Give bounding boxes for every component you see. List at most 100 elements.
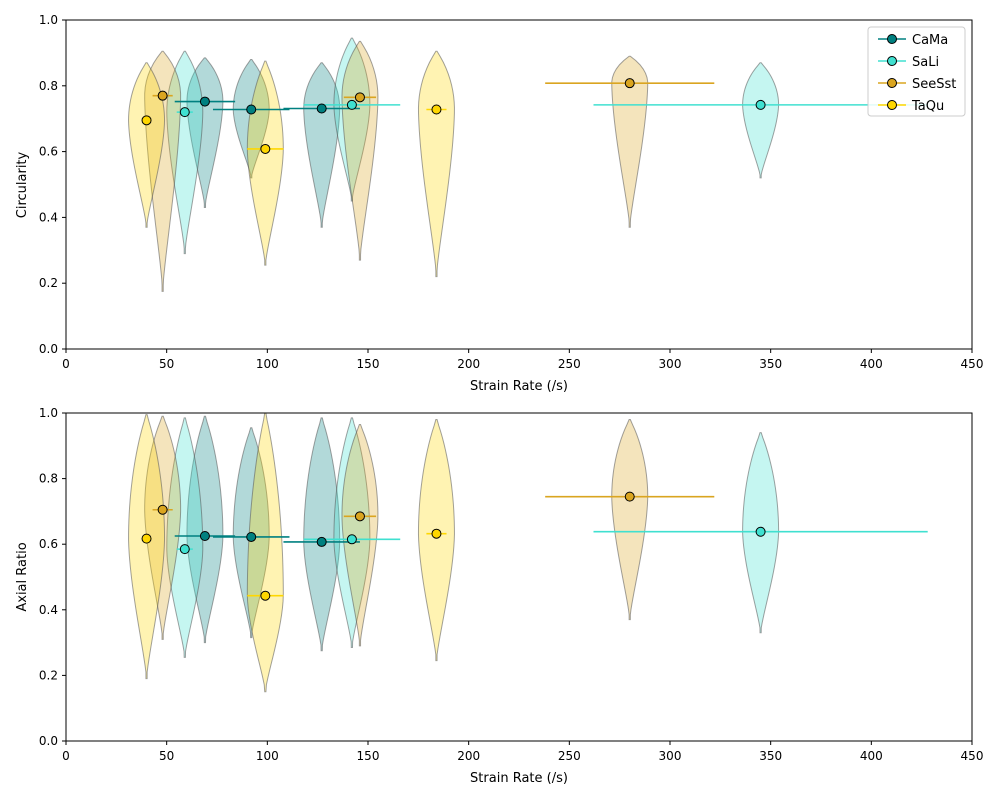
legend-marker-seesst xyxy=(887,78,897,88)
circularity-violin-cama-0 xyxy=(186,57,224,209)
legend-box xyxy=(867,26,966,117)
circularity-y-tick-label-0.2: 0.2 xyxy=(39,276,58,290)
legend-label-sali: SaLi xyxy=(912,55,939,70)
circularity-y-tick-label-0.4: 0.4 xyxy=(39,210,58,224)
axial-ratio-x-tick-label-400: 400 xyxy=(860,749,883,763)
axial-ratio-x-tick-label-450: 450 xyxy=(961,749,984,763)
circularity-y-tick-label-0.6: 0.6 xyxy=(39,145,58,159)
axial-ratio-point-taqu-2 xyxy=(431,528,442,539)
axial-ratio-violin-sali-0 xyxy=(166,417,204,658)
circularity-point-sali-1 xyxy=(346,99,357,110)
legend-entry-taqu: TaQu xyxy=(878,99,944,114)
axial-ratio-point-seesst-1 xyxy=(354,511,365,522)
axial-ratio-point-taqu-0 xyxy=(141,533,152,544)
axial-ratio-violin-sali-1 xyxy=(333,417,371,649)
circularity-y-tick-label-1.0: 1.0 xyxy=(39,13,58,27)
legend-entry-sali: SaLi xyxy=(878,55,939,70)
axial-ratio-x-tick-label-300: 300 xyxy=(659,749,682,763)
circularity-point-cama-1 xyxy=(246,104,257,115)
axial-ratio-y-tick-label-1.0: 1.0 xyxy=(39,406,58,420)
circularity-x-axis-label: Strain Rate (/s) xyxy=(470,379,568,394)
circularity-violin-seesst-0 xyxy=(144,50,182,292)
legend: CaMa SaLi SeeSst TaQu xyxy=(867,26,966,117)
axial-ratio-violin-seesst-0 xyxy=(144,415,182,640)
axial-ratio-plot: 0 50 100 150 200 250 300 350 400 450 0.0 0.2 0.4 0.6… xyxy=(15,406,983,786)
circularity-point-cama-0 xyxy=(199,96,210,107)
axial-ratio-violin-seesst-1 xyxy=(341,423,379,647)
circularity-point-taqu-1 xyxy=(260,143,271,154)
circularity-violin-taqu-2 xyxy=(417,50,455,278)
circularity-x-tick-label-400: 400 xyxy=(860,357,883,371)
circularity-markers xyxy=(141,78,766,154)
circularity-point-taqu-2 xyxy=(431,104,442,115)
axial-ratio-point-sali-1 xyxy=(346,534,357,545)
circularity-point-seesst-1 xyxy=(354,92,365,103)
axial-ratio-y-tick-label-0.0: 0.0 xyxy=(39,734,58,748)
axial-ratio-y-tick-label-0.4: 0.4 xyxy=(39,603,58,617)
legend-entry-cama: CaMa xyxy=(878,33,948,48)
axial-ratio-point-seesst-2 xyxy=(624,491,635,502)
circularity-x-tick-label-50: 50 xyxy=(159,357,174,371)
circularity-violin-taqu-0 xyxy=(128,62,166,228)
circularity-point-cama-2 xyxy=(316,103,327,114)
axial-ratio-violins xyxy=(128,412,780,693)
axial-ratio-point-sali-2 xyxy=(755,526,766,537)
circularity-violin-cama-2 xyxy=(303,62,341,228)
axial-ratio-x-tick-label-0: 0 xyxy=(62,749,70,763)
axial-ratio-violin-cama-0 xyxy=(186,415,224,644)
axial-ratio-violin-taqu-2 xyxy=(417,419,455,662)
circularity-y-ticks: 0.0 0.2 0.4 0.6 0.8 1.0 xyxy=(39,13,66,356)
axial-ratio-point-cama-1 xyxy=(246,531,257,542)
axial-ratio-markers xyxy=(141,491,766,601)
circularity-x-tick-label-200: 200 xyxy=(457,357,480,371)
axial-ratio-violin-seesst-2 xyxy=(611,419,649,621)
circularity-x-tick-label-150: 150 xyxy=(357,357,380,371)
legend-entry-seesst: SeeSst xyxy=(878,77,956,92)
legend-marker-taqu xyxy=(887,100,897,110)
legend-label-taqu: TaQu xyxy=(911,99,944,114)
circularity-point-sali-0 xyxy=(179,107,190,118)
circularity-plot: 0 50 100 150 200 250 300 350 400 450 0.0 0.2 0.4 0.6… xyxy=(15,13,983,394)
circularity-point-taqu-0 xyxy=(141,115,152,126)
axial-ratio-y-tick-label-0.8: 0.8 xyxy=(39,472,58,486)
axial-ratio-x-tick-label-50: 50 xyxy=(159,749,174,763)
axial-ratio-x-axis-label: Strain Rate (/s) xyxy=(470,771,568,786)
circularity-x-tick-label-100: 100 xyxy=(256,357,279,371)
circularity-x-tick-label-250: 250 xyxy=(558,357,581,371)
circularity-point-seesst-2 xyxy=(624,78,635,89)
circularity-x-tick-label-0: 0 xyxy=(62,357,70,371)
axial-ratio-point-taqu-1 xyxy=(260,590,271,601)
axial-ratio-x-ticks: 0 50 100 150 200 250 300 350 400 450 xyxy=(62,741,983,763)
circularity-x-tick-label-350: 350 xyxy=(759,357,782,371)
axial-ratio-y-tick-label-0.2: 0.2 xyxy=(39,668,58,682)
axial-ratio-plot-frame xyxy=(65,412,973,742)
circularity-violin-taqu-1 xyxy=(246,60,284,266)
circularity-x-tick-label-450: 450 xyxy=(961,357,984,371)
circularity-x-tick-label-300: 300 xyxy=(659,357,682,371)
legend-label-seesst: SeeSst xyxy=(912,77,956,92)
axial-ratio-point-cama-0 xyxy=(199,531,210,541)
circularity-y-tick-label-0.8: 0.8 xyxy=(39,79,58,93)
axial-ratio-x-tick-label-250: 250 xyxy=(558,749,581,763)
circularity-point-sali-2 xyxy=(755,99,766,110)
axial-ratio-x-tick-label-350: 350 xyxy=(759,749,782,763)
axial-ratio-x-tick-label-200: 200 xyxy=(457,749,480,763)
axial-ratio-point-cama-2 xyxy=(316,536,327,547)
circularity-x-ticks: 0 50 100 150 200 250 300 350 400 450 xyxy=(62,349,983,371)
axial-ratio-x-tick-label-100: 100 xyxy=(256,749,279,763)
legend-marker-cama xyxy=(887,34,897,44)
circularity-plot-frame xyxy=(65,19,973,350)
legend-label-cama: CaMa xyxy=(912,33,948,48)
axial-ratio-point-sali-0 xyxy=(179,544,190,555)
axial-ratio-y-axis-label: Axial Ratio xyxy=(15,542,30,611)
circularity-violin-seesst-1 xyxy=(341,40,379,261)
circularity-violin-sali-2 xyxy=(742,62,780,179)
axial-ratio-point-seesst-0 xyxy=(157,504,168,515)
circularity-y-tick-label-0.0: 0.0 xyxy=(39,342,58,356)
circularity-violin-seesst-2 xyxy=(611,55,649,228)
axial-ratio-violin-cama-2 xyxy=(303,417,341,652)
circularity-point-seesst-0 xyxy=(157,90,168,101)
axial-ratio-y-tick-label-0.6: 0.6 xyxy=(39,537,58,551)
